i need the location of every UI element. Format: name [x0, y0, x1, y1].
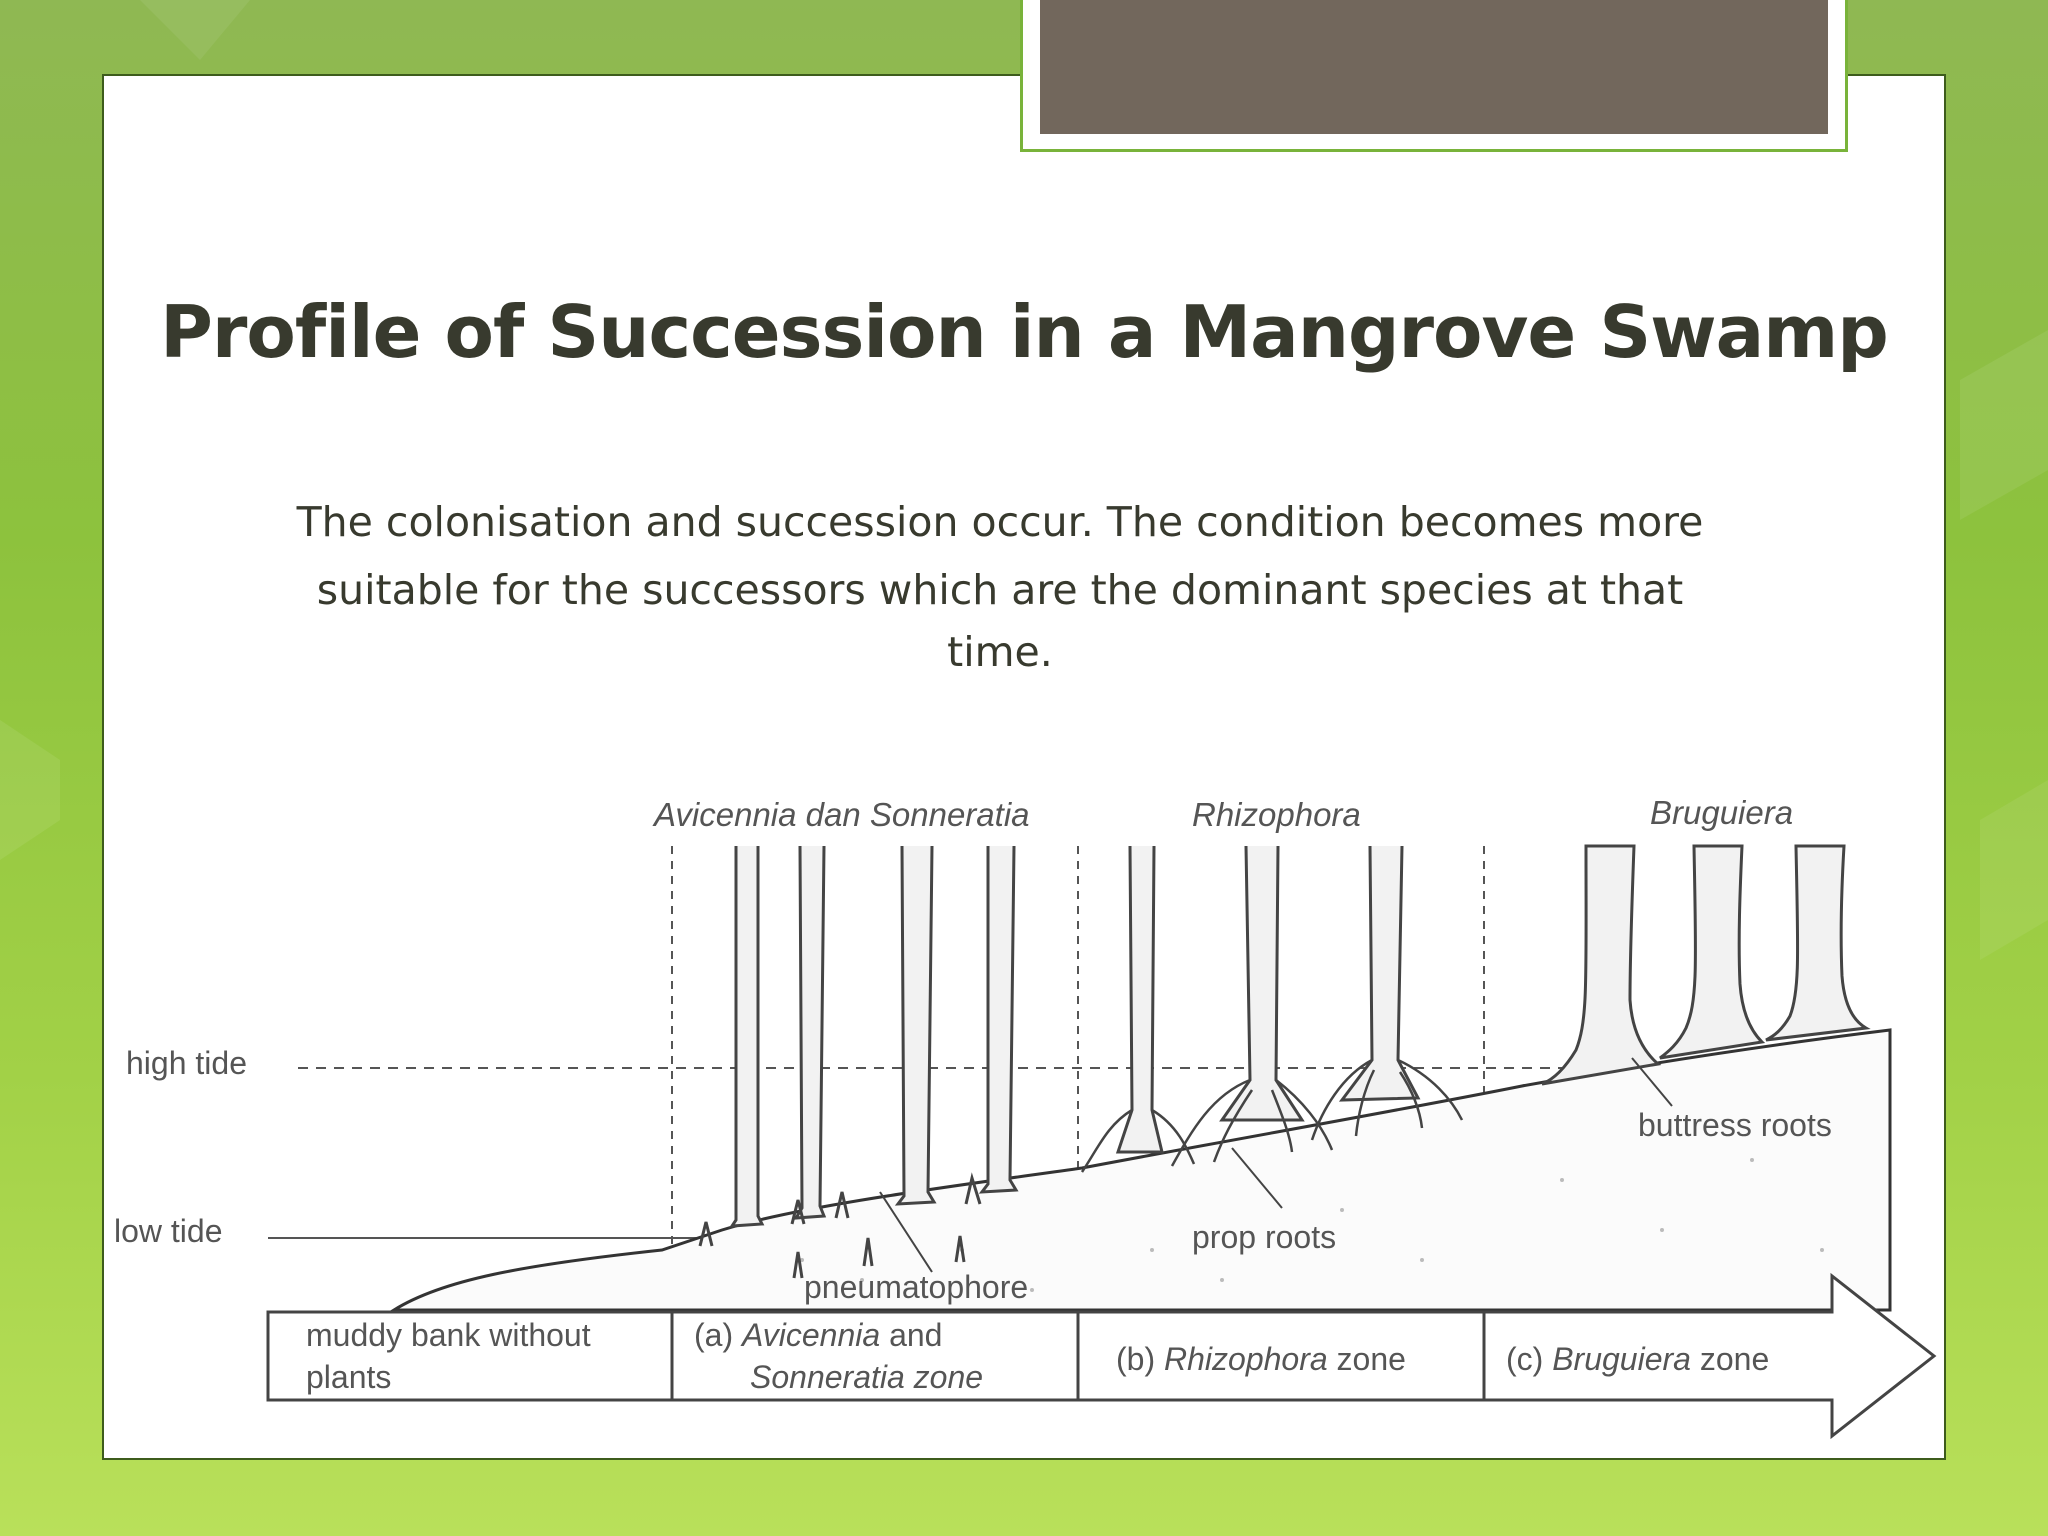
zone-c-label: (c) Bruguiera zone	[1506, 1341, 1769, 1377]
body-line-2: suitable for the successors which are th…	[316, 566, 1684, 614]
mangrove-succession-diagram: Avicennia dan Sonneratia Rhizophora Brug…	[114, 794, 1937, 1440]
rhizophora-trees	[1115, 845, 1421, 1154]
tree-trunk	[1338, 845, 1421, 1102]
species-label-bruguiera: Bruguiera	[1650, 794, 1793, 831]
tree-trunk	[1541, 844, 1662, 1086]
high-tide-label: high tide	[126, 1045, 247, 1081]
tree-trunk	[978, 845, 1019, 1194]
buttress-roots-label: buttress roots	[1638, 1107, 1832, 1143]
tree-trunk	[1115, 845, 1164, 1154]
species-label-rhizophora: Rhizophora	[1192, 796, 1361, 833]
tree-trunk	[1765, 844, 1871, 1042]
tree-trunk	[1659, 844, 1766, 1060]
species-label-avicennia: Avicennia dan Sonneratia	[652, 796, 1030, 833]
title-tab	[1040, 0, 1828, 134]
tree-trunk	[793, 845, 827, 1220]
prop-roots-label: prop roots	[1192, 1219, 1336, 1255]
body-line-1: The colonisation and succession occur. T…	[296, 498, 1704, 546]
zone-a-line1: (a) Avicennia and	[694, 1317, 942, 1353]
avicennia-trees	[729, 845, 1019, 1228]
tree-trunk	[1219, 845, 1305, 1122]
pneumatophores	[698, 1172, 982, 1279]
pneumatophore-label: pneumatophore	[804, 1269, 1028, 1305]
zone-b-label: (b) Rhizophora zone	[1116, 1341, 1406, 1377]
body-line-3: time.	[947, 628, 1053, 676]
prop-roots-leader	[1231, 1147, 1283, 1209]
zone-a-line2: Sonneratia zone	[750, 1359, 983, 1395]
zone-muddy-line2: plants	[306, 1359, 391, 1395]
bruguiera-trees	[1541, 844, 1871, 1086]
slide-title: Profile of Succession in a Mangrove Swam…	[160, 290, 1889, 374]
zone-arrow	[266, 1272, 1937, 1440]
low-tide-label: low tide	[114, 1213, 223, 1249]
slide-body-text: The colonisation and succession occur. T…	[270, 488, 1730, 680]
zone-arrow-dividers	[670, 1312, 1486, 1400]
buttress-roots-leader	[1631, 1057, 1673, 1107]
prop-roots	[1080, 1058, 1464, 1173]
tree-trunk	[729, 846, 765, 1228]
tree-trunk	[894, 845, 937, 1206]
zone-muddy-line1: muddy bank without	[306, 1317, 591, 1353]
pneumatophore-leader	[879, 1191, 933, 1273]
